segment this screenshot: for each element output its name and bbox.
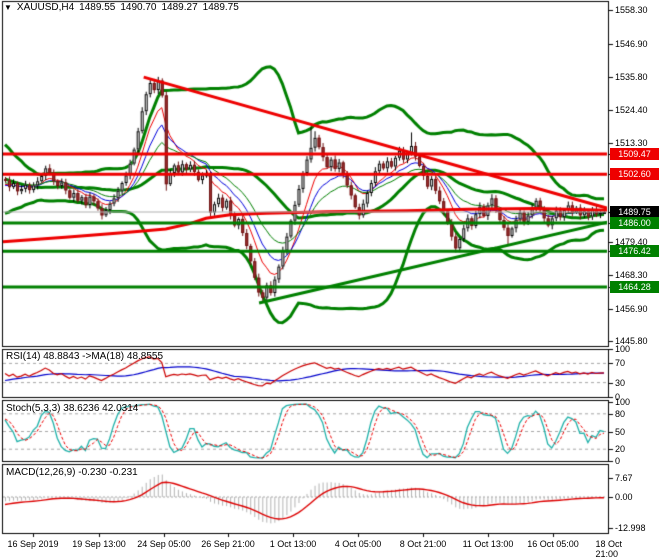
stoch-axis-tick: 0: [615, 456, 621, 466]
price-axis-tick: 1456.90: [615, 303, 648, 314]
stoch-axis-tick: 20: [615, 444, 626, 455]
price-axis-tick: 1558.30: [615, 5, 648, 16]
bar-open-value: 1489.55: [79, 2, 116, 13]
date-axis-label: 26 Sep 21:00: [201, 539, 255, 549]
rsi-axis-tick: 100: [615, 344, 631, 354]
date-axis-label: 24 Sep 05:00: [137, 539, 191, 549]
price-axis-tick: 1535.80: [615, 71, 648, 82]
bar-close-value: 1489.75: [202, 2, 239, 13]
stoch-axis-tick: 80: [615, 408, 626, 419]
rsi-axis-tick: 0: [615, 392, 621, 402]
chart-symbol-period: XAUUSD,H4: [16, 2, 75, 13]
date-axis-label: 18 Oct 21:00: [595, 539, 623, 559]
price-axis-tick: 1513.30: [615, 137, 648, 148]
price-axis-tick: 1479.40: [615, 237, 648, 248]
date-axis-label: 11 Oct 13:00: [462, 539, 514, 549]
rsi-indicator-label: RSI(14) 48.8843 ->MA(18) 48.8555: [6, 351, 164, 362]
rsi-axis-tick: 30: [615, 377, 626, 388]
price-level-badge: 1509.47: [610, 148, 659, 160]
price-axis-tick: 1546.90: [615, 38, 648, 49]
macd-axis-tick: -12.998: [615, 523, 646, 534]
bar-high-value: 1490.70: [120, 2, 157, 13]
bar-low-value: 1489.27: [161, 2, 198, 13]
price-level-badge: 1489.75: [610, 206, 659, 218]
chart-title-bar: ▼ XAUUSD,H4 1489.55 1490.70 1489.27 1489…: [4, 2, 239, 13]
date-axis-label: 19 Sep 13:00: [72, 539, 126, 549]
rsi-axis-tick: 70: [615, 358, 626, 369]
price-axis-tick: 1468.30: [615, 270, 648, 281]
price-axis-tick: 1524.40: [615, 105, 648, 116]
main-price-panel[interactable]: [2, 1, 608, 346]
date-axis-label: 1 Oct 13:00: [269, 539, 317, 549]
date-axis-label: 8 Oct 21:00: [399, 539, 447, 549]
price-level-badge: 1486.00: [610, 217, 659, 230]
stoch-axis-tick: 100: [615, 397, 631, 407]
macd-indicator-label: MACD(12,26,9) -0.230 -0.231: [6, 467, 138, 478]
price-level-badge: 1476.42: [610, 245, 659, 258]
date-axis-label: 4 Oct 05:00: [334, 539, 382, 549]
price-level-badge: 1502.60: [610, 168, 659, 181]
stoch-axis-tick: 50: [615, 426, 626, 437]
price-level-badge: 1464.28: [610, 280, 659, 293]
macd-axis-tick: 0.00: [615, 492, 633, 502]
macd-axis-tick: 7.67: [615, 473, 633, 484]
chart-symbol-marker-icon: ▼: [4, 2, 12, 12]
stoch-indicator-label: Stoch(5,3,3) 38.6236 42.0314: [6, 403, 139, 414]
date-axis-label: 16 Oct 05:00: [527, 539, 579, 549]
date-axis-label: 16 Sep 2019: [7, 539, 59, 549]
price-axis-tick: 1445.80: [615, 336, 648, 347]
